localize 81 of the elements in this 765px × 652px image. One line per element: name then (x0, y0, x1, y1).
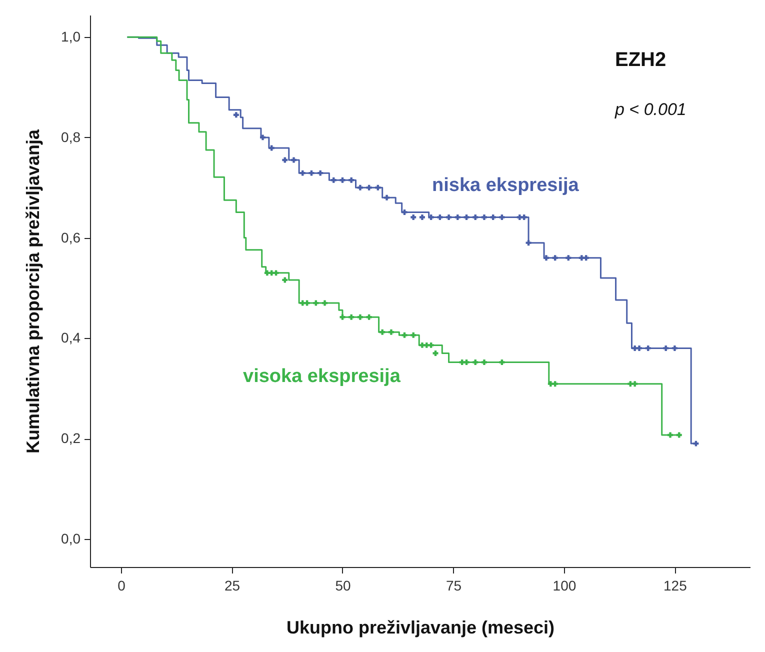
point (526, 240, 532, 246)
point (432, 350, 438, 356)
point (499, 360, 505, 365)
point (384, 194, 390, 200)
x-tick-label: 100 (552, 578, 576, 594)
point (264, 270, 270, 276)
point (410, 214, 416, 220)
point (330, 177, 336, 183)
point (481, 214, 487, 220)
point (282, 277, 288, 283)
point (388, 329, 394, 335)
point (419, 214, 425, 220)
point (578, 255, 584, 261)
point (645, 345, 651, 351)
point (566, 255, 572, 261)
y-tick-label: 0,4 (61, 330, 81, 346)
point (636, 345, 642, 351)
y-tick-label: 0,2 (61, 430, 81, 446)
point (521, 214, 527, 220)
point (544, 255, 549, 261)
x-tick-label: 25 (224, 578, 240, 594)
point (357, 184, 363, 190)
y-tick-label: 0,0 (61, 530, 81, 546)
point (632, 381, 638, 387)
point (348, 177, 354, 183)
point (375, 184, 381, 190)
point (663, 345, 669, 351)
point (490, 214, 496, 220)
point (282, 157, 288, 163)
point (340, 314, 346, 320)
point (499, 214, 505, 220)
point (260, 134, 266, 140)
point (428, 214, 434, 220)
point (402, 209, 408, 215)
point (366, 184, 372, 190)
y-tick-label: 0,6 (61, 229, 81, 246)
point (410, 332, 416, 338)
point (273, 270, 279, 276)
point (340, 177, 346, 183)
annotation: p < 0.001 (614, 100, 686, 119)
x-tick-label: 125 (664, 578, 688, 594)
point (428, 342, 434, 348)
point (672, 345, 678, 351)
x-axis-title: Ukupno preživljavanje (meseci) (286, 618, 555, 638)
point (464, 360, 470, 365)
point (357, 314, 363, 320)
annotation: EZH2 (615, 49, 666, 71)
point (304, 300, 310, 306)
point (464, 214, 470, 220)
point (308, 170, 314, 176)
point (313, 300, 319, 306)
y-axis-title: Kumulativna proporcija preživljavanja (23, 128, 44, 454)
point (318, 170, 324, 176)
x-tick-label: 50 (335, 578, 351, 594)
point (583, 255, 589, 261)
point (402, 332, 408, 338)
point (300, 170, 306, 176)
point (322, 300, 328, 306)
point (472, 360, 478, 365)
point (348, 314, 354, 320)
point (676, 432, 682, 438)
point (291, 157, 296, 163)
x-tick-label: 75 (446, 578, 462, 594)
point (693, 440, 699, 446)
point (268, 145, 274, 151)
point (668, 432, 674, 438)
y-tick-label: 0,8 (61, 128, 81, 145)
point (437, 214, 443, 220)
point (552, 381, 558, 387)
point (446, 214, 452, 220)
point (454, 214, 460, 220)
series-label: visoka ekspresija (243, 366, 401, 387)
point (380, 329, 386, 335)
point (233, 112, 239, 118)
point (366, 314, 372, 320)
point (552, 255, 558, 261)
y-tick-label: 1,0 (61, 28, 81, 45)
x-tick-label: 0 (118, 578, 126, 594)
series-label: niska ekspresija (432, 175, 580, 196)
point (481, 360, 487, 365)
point (472, 214, 478, 220)
